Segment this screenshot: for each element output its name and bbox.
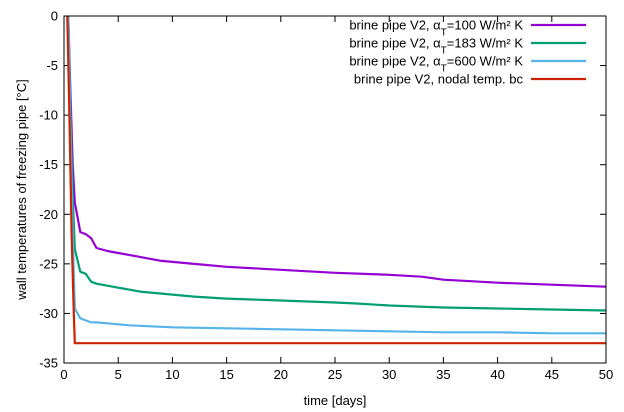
series-line-4 [66, 15, 606, 345]
legend-label-1: brine pipe V2, αT=100 W/m² K [349, 18, 523, 39]
y-tick-label: -10 [39, 108, 58, 123]
x-tick-label: 15 [219, 367, 233, 382]
x-tick-label: 20 [274, 367, 288, 382]
y-axis-title: wall temperatures of freezing pipe [°C] [14, 79, 29, 301]
plot-frame [63, 15, 607, 364]
x-tick-label: 10 [165, 367, 179, 382]
legend-label-4: brine pipe V2, nodal temp. bc [354, 72, 524, 87]
series-line-3 [67, 15, 606, 335]
series-line-1 [67, 15, 607, 288]
x-tick-label: 35 [436, 367, 450, 382]
y-tick-label: -5 [46, 58, 58, 73]
x-tick-label: 45 [545, 367, 559, 382]
y-tick-label: -35 [39, 356, 58, 371]
y-ticks-group: 0 -5 -10 -15 -20 -25 -30 -35 [39, 9, 606, 371]
x-tick-label: 25 [328, 367, 342, 382]
legend-label-3: brine pipe V2, αT=600 W/m² K [349, 54, 523, 75]
x-tick-label: 50 [599, 367, 613, 382]
x-ticks-group: 0 5 10 15 20 25 30 35 40 45 50 [60, 16, 613, 382]
x-tick-label: 30 [382, 367, 396, 382]
y-tick-label: 0 [51, 9, 58, 24]
series-line-2 [67, 15, 607, 312]
y-tick-label: -15 [39, 157, 58, 172]
y-tick-label: -30 [39, 306, 58, 321]
x-tick-label: 0 [60, 367, 67, 382]
x-axis-title: time [days] [304, 393, 367, 408]
legend-label-2: brine pipe V2, αT=183 W/m² K [349, 36, 523, 57]
x-tick-label: 40 [490, 367, 504, 382]
y-tick-label: -20 [39, 207, 58, 222]
x-tick-label: 5 [115, 367, 122, 382]
y-tick-label: -25 [39, 256, 58, 271]
series-group [66, 15, 607, 345]
